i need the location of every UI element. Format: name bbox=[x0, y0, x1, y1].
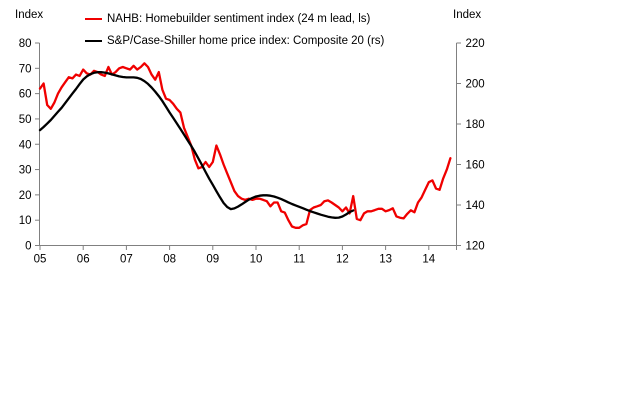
left-tick-label: 30 bbox=[19, 165, 32, 177]
x-tick-label: 14 bbox=[422, 254, 435, 266]
x-tick-label: 10 bbox=[250, 254, 263, 266]
legend: NAHB: Homebuilder sentiment index (24 m … bbox=[85, 13, 384, 47]
x-tick-label: 08 bbox=[163, 254, 176, 266]
left-tick-label: 0 bbox=[25, 241, 31, 253]
legend-item-caseshiller: S&P/Case-Shiller home price index: Compo… bbox=[85, 35, 384, 47]
right-tick-label: 140 bbox=[466, 200, 485, 212]
right-tick-label: 220 bbox=[466, 38, 485, 50]
legend-item-nahb: NAHB: Homebuilder sentiment index (24 m … bbox=[85, 13, 384, 25]
right-tick-label: 160 bbox=[466, 160, 485, 172]
nahb-series-line bbox=[38, 62, 452, 229]
right-axis-title: Index bbox=[453, 9, 482, 21]
nahb-legend-label: NAHB: Homebuilder sentiment index (24 m … bbox=[107, 13, 371, 25]
x-tick-label: 13 bbox=[379, 254, 392, 266]
x-tick-label: 11 bbox=[293, 254, 305, 266]
left-tick-label: 80 bbox=[19, 38, 32, 50]
right-tick-label: 200 bbox=[466, 79, 485, 91]
left-tick-label: 40 bbox=[19, 139, 32, 151]
x-tick-label: 12 bbox=[336, 254, 349, 266]
left-tick-label: 10 bbox=[19, 215, 32, 227]
nahb-red-line-swatch bbox=[85, 17, 102, 21]
x-tick-label: 06 bbox=[77, 254, 90, 266]
left-tick-label: 20 bbox=[19, 190, 32, 202]
caseshiller-legend-label: S&P/Case-Shiller home price index: Compo… bbox=[107, 35, 385, 47]
x-tick-label: 09 bbox=[206, 254, 219, 266]
left-tick-label: 50 bbox=[19, 114, 32, 126]
left-tick-label: 70 bbox=[19, 63, 32, 75]
x-tick-label: 05 bbox=[34, 254, 47, 266]
caseshiller-black-line-swatch bbox=[85, 39, 102, 43]
left-tick-label: 60 bbox=[19, 89, 32, 101]
caseshiller-series-line bbox=[38, 71, 355, 219]
x-tick-label: 07 bbox=[120, 254, 133, 266]
left-axis-title: Index bbox=[15, 9, 44, 21]
right-tick-label: 120 bbox=[466, 241, 485, 253]
right-tick-label: 180 bbox=[466, 119, 485, 131]
